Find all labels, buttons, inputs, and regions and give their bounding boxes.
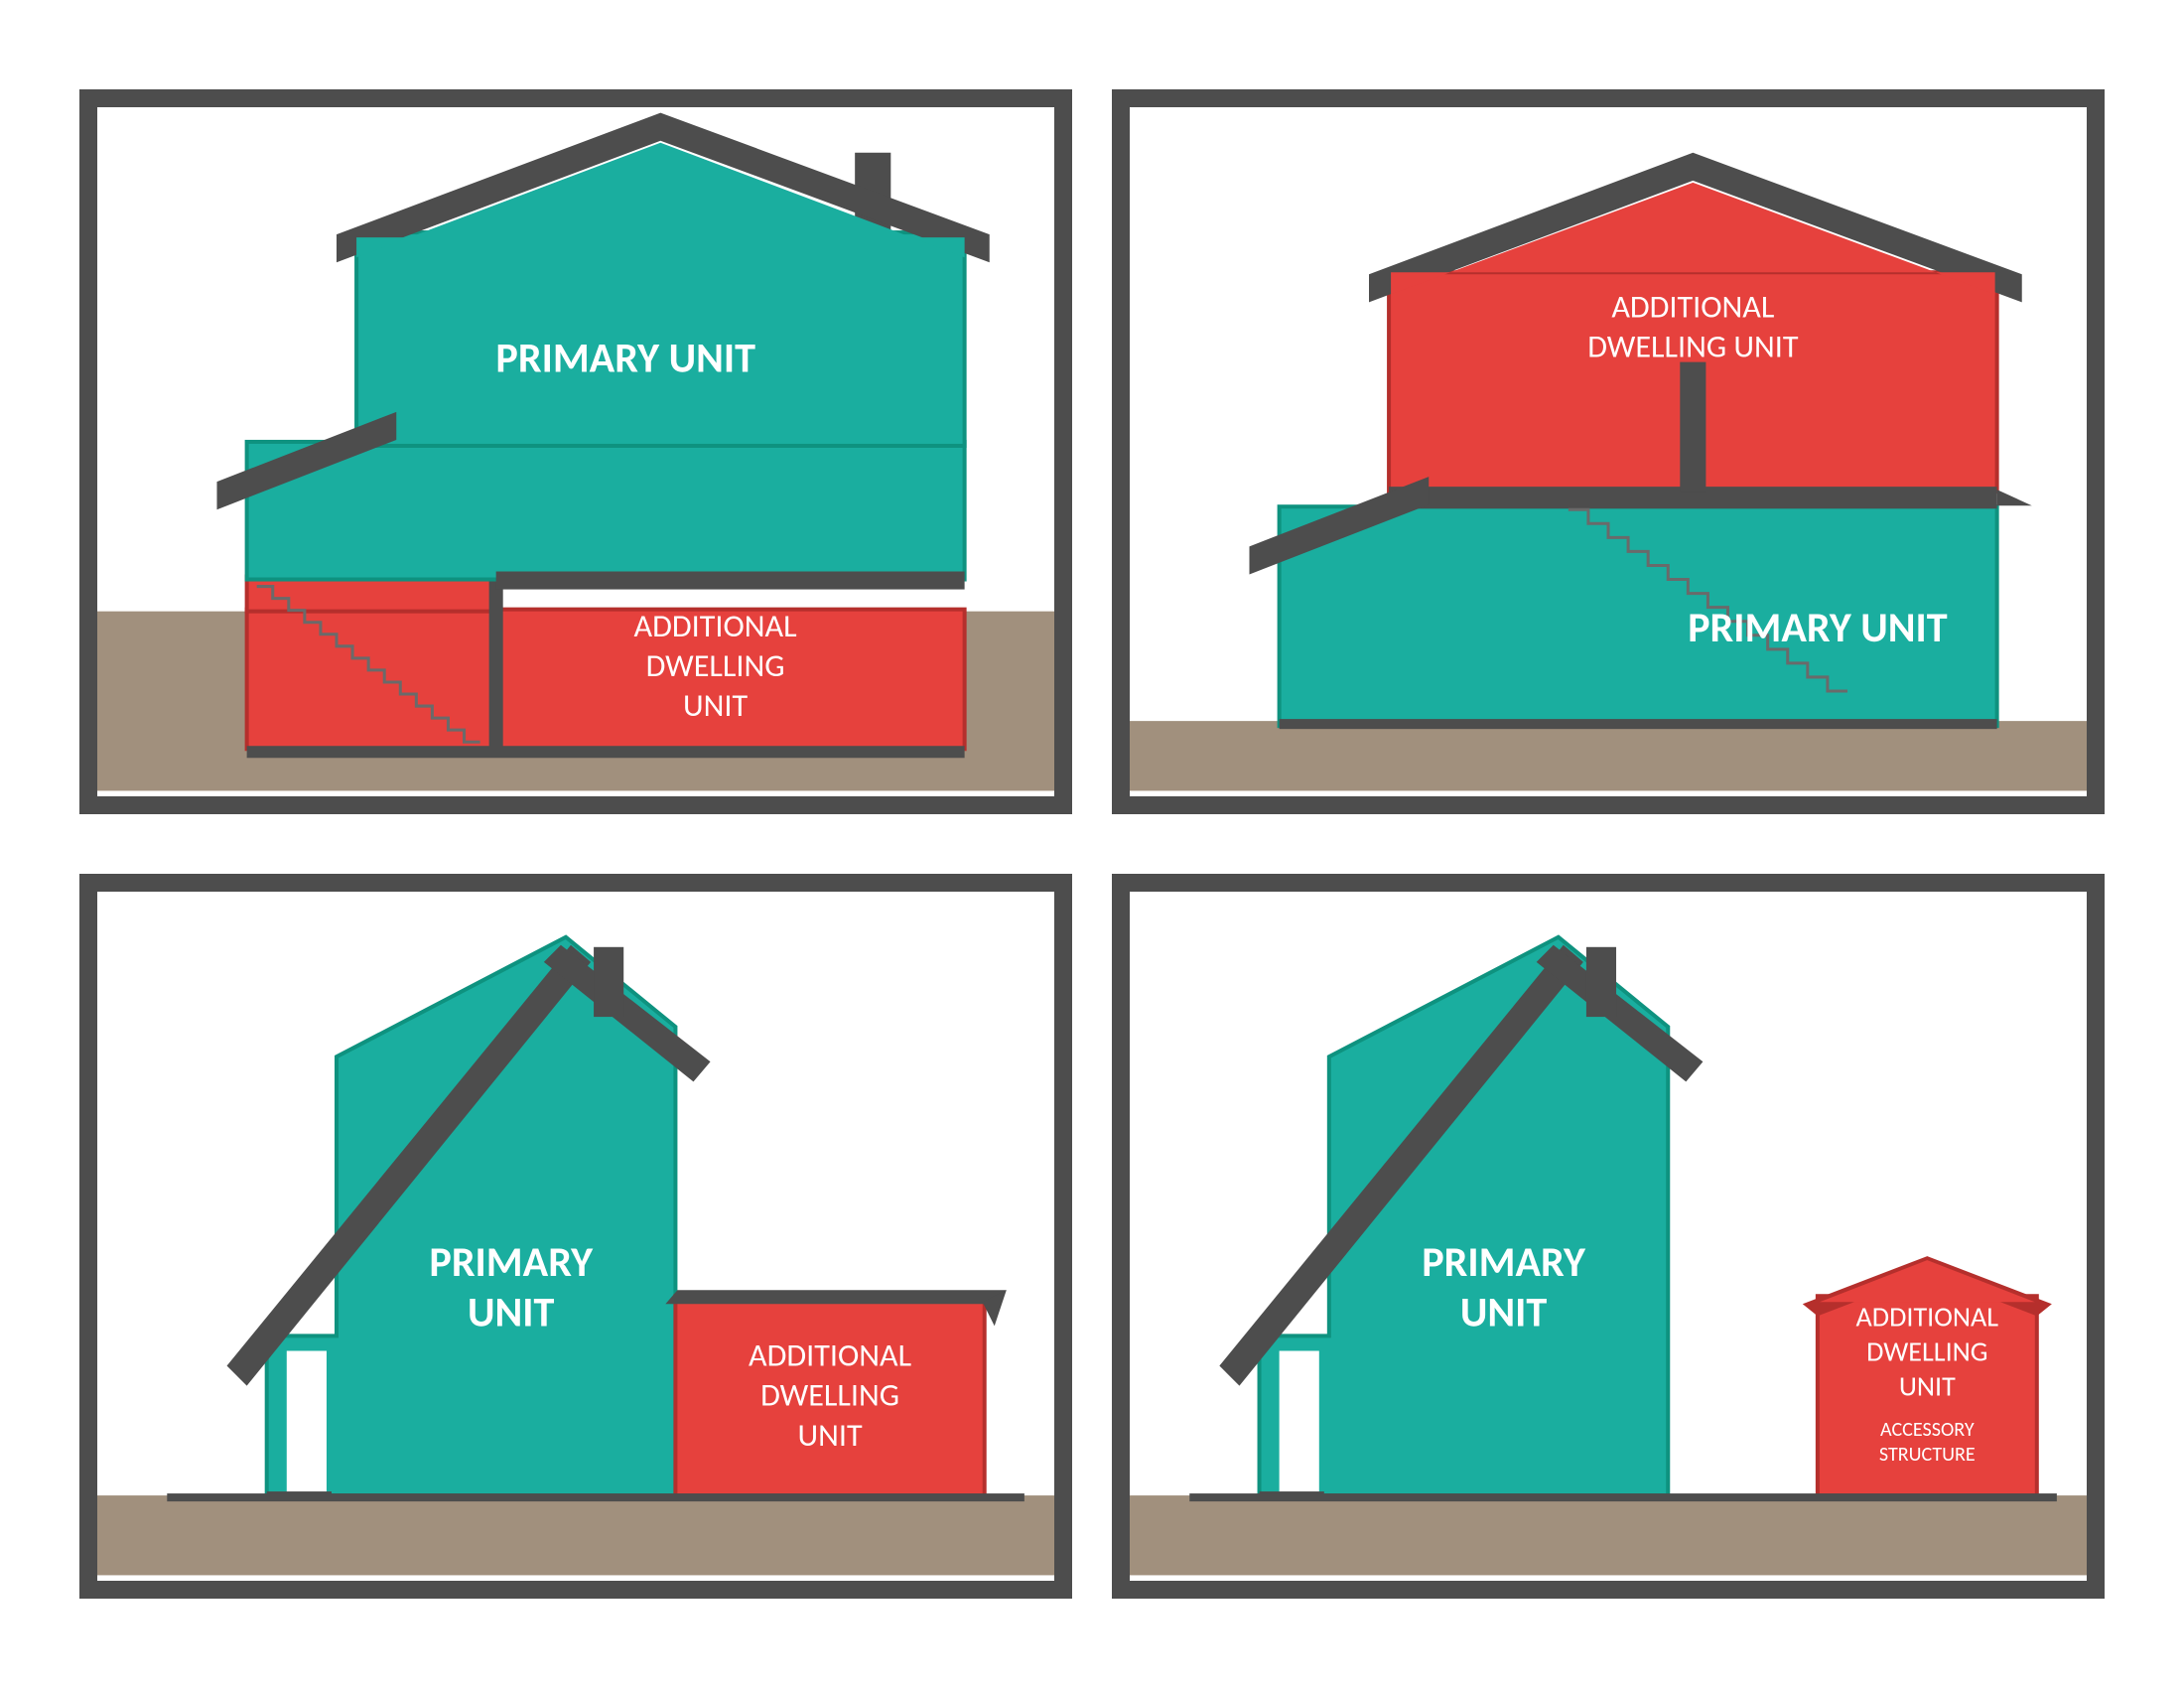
adu-label-l2: DWELLING [646, 645, 785, 685]
adu-label-l2: DWELLING UNIT [1587, 327, 1799, 366]
adu-label-l3: UNIT [798, 1415, 863, 1455]
porch-opening [1280, 1350, 1319, 1495]
panel1-svg: PRIMARY UNIT ADDITIONAL DWELLING UNIT [97, 107, 1054, 796]
panel-attached-adu: PRIMARY UNIT ADDITIONAL DWELLING UNIT [79, 874, 1072, 1599]
panel-upper-adu: ADDITIONAL DWELLING UNIT PRIMARY UNIT [1112, 89, 2105, 814]
primary-body [1260, 937, 1669, 1495]
primary-body [267, 937, 676, 1495]
panel-detached-adu: PRIMARY UNIT ADDITIONAL DWELLING UNIT AC… [1112, 874, 2105, 1599]
accessory-label-l1: ACCESSORY [1880, 1418, 1975, 1442]
adu-label-l2: DWELLING [760, 1375, 899, 1415]
ground [1130, 1495, 2087, 1575]
panel4-svg: PRIMARY UNIT ADDITIONAL DWELLING UNIT AC… [1130, 892, 2087, 1581]
panel2-svg: ADDITIONAL DWELLING UNIT PRIMARY UNIT [1130, 107, 2087, 796]
ground-line [1189, 1493, 2057, 1501]
basement-floor [247, 746, 965, 758]
primary-lower [247, 442, 965, 580]
ground [97, 1495, 1054, 1575]
floor-slab [496, 572, 965, 590]
panel3-svg: PRIMARY UNIT ADDITIONAL DWELLING UNIT [97, 892, 1054, 1581]
panel-basement-adu: PRIMARY UNIT ADDITIONAL DWELLING UNIT [79, 89, 1072, 814]
chimney [594, 947, 623, 1017]
chimney [1586, 947, 1616, 1017]
adu-label-l3: UNIT [683, 685, 748, 725]
porch-opening [287, 1350, 327, 1495]
adu-label-l3: UNIT [1899, 1369, 1956, 1404]
adu-label-l1: ADDITIONAL [1611, 286, 1774, 326]
adu-stair-top [247, 577, 496, 612]
accessory-label-l2: STRUCTURE [1879, 1443, 1976, 1467]
primary-label-l1: PRIMARY [1422, 1237, 1586, 1288]
adu-label-l1: ADDITIONAL [634, 606, 797, 645]
interior-wall [1680, 362, 1706, 492]
adu-roof [665, 1290, 1006, 1304]
ground [1130, 721, 2087, 790]
primary-label-l2: UNIT [468, 1287, 555, 1337]
ground-line [167, 1493, 1024, 1501]
diagram-grid: PRIMARY UNIT ADDITIONAL DWELLING UNIT [0, 0, 2184, 1688]
primary-label-l1: PRIMARY [429, 1237, 594, 1288]
adu-label-l1: ADDITIONAL [749, 1336, 911, 1375]
roof-overhang [1997, 490, 2032, 505]
foundation [1280, 719, 1997, 729]
adu-basement [247, 610, 965, 750]
adu-label-l2: DWELLING [1866, 1335, 1987, 1369]
primary-label-l2: UNIT [1460, 1287, 1548, 1337]
adu-gable [1820, 1260, 2035, 1302]
adu-label-l1: ADDITIONAL [1856, 1299, 1999, 1334]
primary-label: PRIMARY UNIT [495, 334, 755, 384]
primary-label: PRIMARY UNIT [1688, 603, 1948, 653]
